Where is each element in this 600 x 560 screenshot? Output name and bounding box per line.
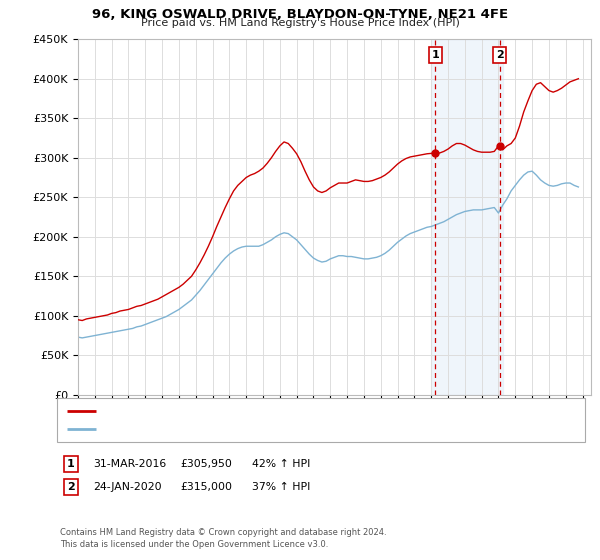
Text: 96, KING OSWALD DRIVE, BLAYDON-ON-TYNE, NE21 4FE: 96, KING OSWALD DRIVE, BLAYDON-ON-TYNE, …: [92, 8, 508, 21]
Text: This data is licensed under the Open Government Licence v3.0.: This data is licensed under the Open Gov…: [60, 540, 328, 549]
Text: 1: 1: [67, 459, 74, 469]
Text: 96, KING OSWALD DRIVE, BLAYDON-ON-TYNE, NE21 4FE (detached house): 96, KING OSWALD DRIVE, BLAYDON-ON-TYNE, …: [101, 407, 472, 417]
Text: 1: 1: [431, 50, 439, 60]
Text: £315,000: £315,000: [180, 482, 232, 492]
Text: 37% ↑ HPI: 37% ↑ HPI: [252, 482, 310, 492]
Bar: [431, 39, 503, 395]
Text: 42% ↑ HPI: 42% ↑ HPI: [252, 459, 310, 469]
Text: £305,950: £305,950: [180, 459, 232, 469]
Text: 2: 2: [496, 50, 503, 60]
Text: Contains HM Land Registry data © Crown copyright and database right 2024.: Contains HM Land Registry data © Crown c…: [60, 528, 386, 536]
Text: 2: 2: [67, 482, 74, 492]
Text: HPI: Average price, detached house, Gateshead: HPI: Average price, detached house, Gate…: [101, 423, 340, 433]
Text: 24-JAN-2020: 24-JAN-2020: [93, 482, 161, 492]
Text: 31-MAR-2016: 31-MAR-2016: [93, 459, 166, 469]
Text: Price paid vs. HM Land Registry's House Price Index (HPI): Price paid vs. HM Land Registry's House …: [140, 18, 460, 29]
